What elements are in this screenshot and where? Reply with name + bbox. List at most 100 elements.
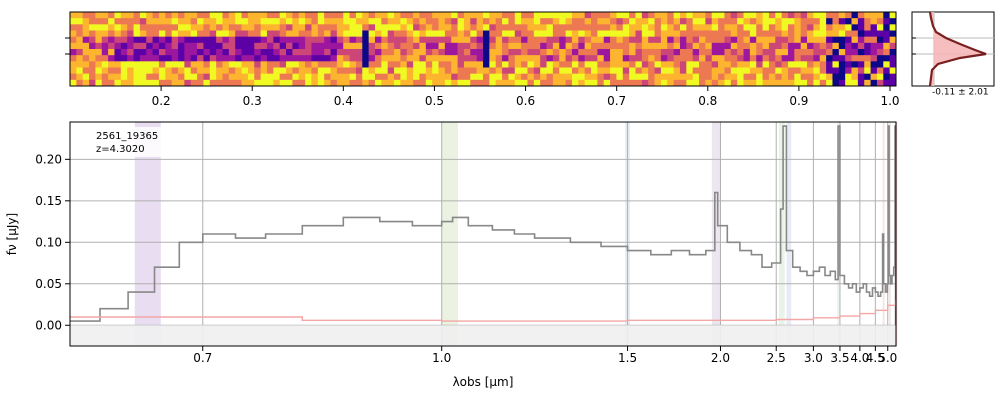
heatmap-cell xyxy=(260,30,268,38)
heatmap-cell xyxy=(743,49,751,56)
heatmap-cell xyxy=(546,55,554,62)
heatmap-cell xyxy=(158,61,166,68)
heatmap-cell xyxy=(699,18,706,25)
heatmap-cell xyxy=(203,61,211,68)
heatmap-cell xyxy=(826,49,833,56)
heatmap-cell xyxy=(336,42,344,50)
heatmap-cell xyxy=(101,18,109,25)
heatmap-cell xyxy=(381,61,389,68)
heatmap-cell xyxy=(743,24,751,31)
heatmap-cell xyxy=(597,79,605,87)
heatmap-cell xyxy=(826,79,833,87)
heatmap-cell xyxy=(330,42,338,50)
heatmap-cell xyxy=(425,61,433,68)
top-tick-label-7: 0.9 xyxy=(789,94,808,108)
heatmap-cell xyxy=(463,61,471,68)
heatmap-cell xyxy=(82,67,90,75)
heatmap-cell xyxy=(743,67,751,75)
heatmap-cell xyxy=(101,67,109,75)
heatmap-cell xyxy=(152,49,160,56)
heatmap-cell xyxy=(324,30,331,38)
heatmap-cell xyxy=(533,24,541,31)
heatmap-cell xyxy=(616,36,624,44)
heatmap-cell xyxy=(273,61,281,68)
heatmap-cell xyxy=(648,79,655,87)
heatmap-cell xyxy=(241,12,249,19)
heatmap-cell xyxy=(444,49,452,56)
heatmap-cell xyxy=(616,49,624,56)
heatmap-cell xyxy=(889,67,897,75)
spectrum-1d-frame xyxy=(69,121,897,347)
heatmap-cell xyxy=(165,55,173,62)
heatmap-cell xyxy=(864,55,871,62)
heatmap-cell xyxy=(432,67,439,75)
heatmap-cell xyxy=(82,49,90,56)
heatmap-cell xyxy=(305,18,312,25)
heatmap-cell xyxy=(768,61,776,68)
heatmap-cell xyxy=(857,49,865,56)
heatmap-cell xyxy=(787,67,795,75)
heatmap-cell xyxy=(514,73,522,81)
heatmap-cell xyxy=(629,12,636,19)
heatmap-cell xyxy=(629,73,636,81)
heatmap-cell xyxy=(292,24,300,31)
heatmap-cell xyxy=(794,18,802,25)
heatmap-cell xyxy=(857,18,865,25)
heatmap-cell xyxy=(133,12,141,19)
heatmap-cell xyxy=(502,42,509,50)
heatmap-cell xyxy=(108,61,115,68)
heatmap-cell xyxy=(438,18,446,25)
heatmap-cell xyxy=(343,79,350,87)
heatmap-cell xyxy=(387,61,395,68)
heatmap-cell xyxy=(648,67,655,75)
heatmap-cell xyxy=(546,73,554,81)
heatmap-cell xyxy=(127,24,134,31)
heatmap-cell xyxy=(578,79,586,87)
heatmap-cell xyxy=(70,30,77,38)
heatmap-cell xyxy=(565,36,573,44)
heatmap-cell xyxy=(616,18,624,25)
heatmap-cell xyxy=(171,42,179,50)
heatmap-cell xyxy=(190,79,198,87)
heatmap-cell xyxy=(768,55,776,62)
heatmap-cell xyxy=(298,24,306,31)
heatmap-cell xyxy=(629,61,636,68)
heatmap-cell xyxy=(584,18,592,25)
heatmap-cell xyxy=(114,30,122,38)
heatmap-cell xyxy=(317,49,325,56)
heatmap-cell xyxy=(876,12,884,19)
heatmap-cell xyxy=(495,73,503,81)
heatmap-cell xyxy=(406,73,414,81)
heatmap-cell xyxy=(120,73,128,81)
heatmap-cell xyxy=(502,49,509,56)
heatmap-cell xyxy=(756,55,763,62)
heatmap-cell xyxy=(546,12,554,19)
heatmap-cell xyxy=(476,24,484,31)
heatmap-cell xyxy=(82,79,90,87)
heatmap-cell xyxy=(286,55,293,62)
heatmap-cell xyxy=(101,73,109,81)
heatmap-cell xyxy=(832,79,840,87)
heatmap-cell xyxy=(178,67,185,75)
heatmap-cell xyxy=(432,18,439,25)
heatmap-cell xyxy=(178,12,185,19)
heatmap-cell xyxy=(565,67,573,75)
heatmap-cell xyxy=(730,49,738,56)
heatmap-cell xyxy=(508,67,516,75)
heatmap-cell xyxy=(444,18,452,25)
heatmap-cell xyxy=(406,42,414,50)
heatmap-cell xyxy=(737,42,744,50)
heatmap-cell xyxy=(527,49,535,56)
heatmap-cell xyxy=(355,24,363,31)
heatmap-cell xyxy=(527,73,535,81)
heatmap-cell xyxy=(330,18,338,25)
heatmap-cell xyxy=(483,61,490,68)
heatmap-cell xyxy=(101,42,109,50)
heatmap-cell xyxy=(133,30,141,38)
heatmap-cell xyxy=(489,61,497,68)
heatmap-cell xyxy=(870,18,878,25)
heatmap-cell xyxy=(616,61,624,68)
heatmap-cell xyxy=(139,55,147,62)
heatmap-cell xyxy=(819,73,827,81)
heatmap-cell xyxy=(832,73,840,81)
